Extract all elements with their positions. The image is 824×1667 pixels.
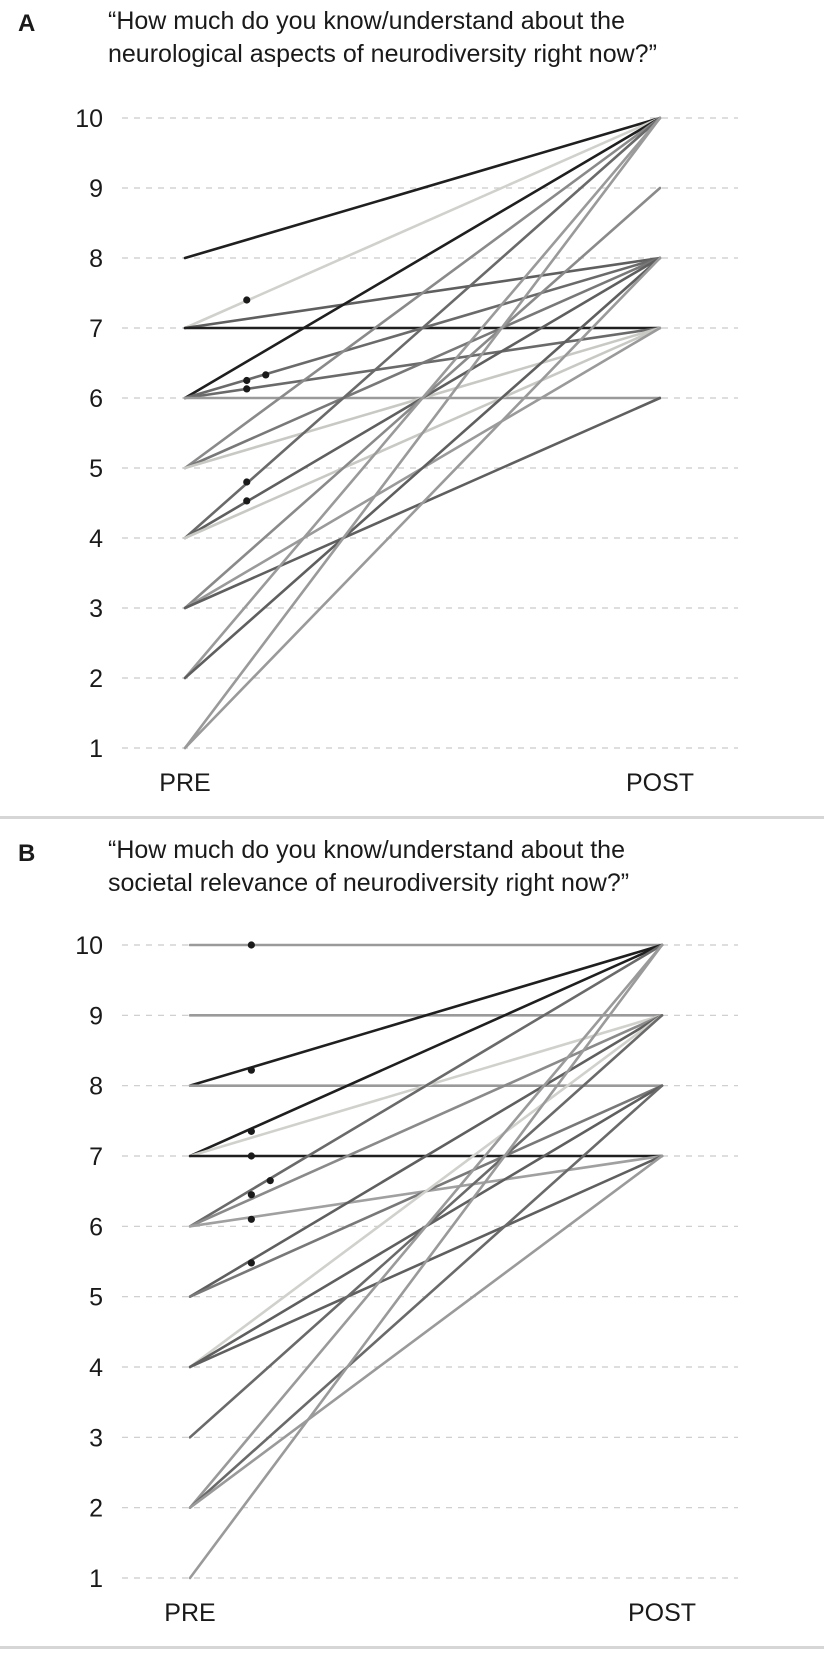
y-tick-label: 4 [89, 1354, 103, 1382]
y-tick-label: 4 [89, 525, 103, 553]
y-tick-label: 6 [89, 385, 103, 413]
series-line [183, 256, 662, 680]
x-category-post: POST [626, 769, 694, 797]
series-line [188, 1014, 664, 1228]
panel-a-title-line-1: “How much do you know/understand about t… [108, 7, 625, 35]
data-point [247, 1127, 255, 1135]
data-point [243, 385, 251, 393]
y-tick-label: 3 [89, 1424, 103, 1452]
y-tick-label: 7 [89, 1143, 103, 1171]
series-line [183, 116, 662, 470]
panel-a-title: “How much do you know/understand about t… [108, 5, 657, 71]
panel-b: B “How much do you know/understand about… [0, 828, 824, 1654]
data-point [266, 1177, 274, 1185]
y-tick-label: 1 [89, 735, 103, 763]
data-point [262, 371, 270, 379]
y-tick-label: 2 [89, 665, 103, 693]
y-tick-label: 5 [89, 1284, 103, 1312]
data-point [247, 1152, 255, 1160]
data-point [247, 1191, 255, 1199]
data-point [243, 376, 251, 385]
y-tick-label: 5 [89, 455, 103, 483]
series-line [188, 943, 664, 1580]
series-line [183, 116, 662, 400]
series-line [188, 943, 664, 1158]
chart-a: 1 2 3 4 5 6 7 8 9 10 PRE POST [75, 105, 738, 797]
data-point [247, 1215, 255, 1223]
panel-b-title-line-2: societal relevance of neurodiversity rig… [108, 869, 630, 897]
series-line [188, 943, 664, 1509]
y-tick-label: 3 [89, 595, 103, 623]
series-line [183, 116, 662, 330]
x-category-pre: PRE [164, 1599, 215, 1627]
series-line [188, 1154, 664, 1509]
divider-b [0, 1646, 824, 1649]
panel-b-title-line-1: “How much do you know/understand about t… [108, 836, 625, 864]
x-category-pre: PRE [159, 769, 210, 797]
y-tick-label: 7 [89, 315, 103, 343]
panel-b-title: “How much do you know/understand about t… [108, 834, 629, 900]
x-category-post: POST [628, 1599, 696, 1627]
series-line [188, 943, 664, 1087]
y-tick-label: 9 [89, 1002, 103, 1030]
series-line [183, 256, 662, 750]
y-tick-label: 10 [75, 105, 103, 133]
series-line [183, 116, 662, 540]
data-point [247, 1259, 255, 1267]
series-line [183, 116, 662, 260]
data-point [247, 1066, 255, 1074]
series-line [183, 116, 662, 750]
series-line [188, 1014, 664, 1369]
series-line [183, 256, 662, 470]
data-point [243, 497, 251, 505]
y-tick-label: 1 [89, 1565, 103, 1593]
divider-a [0, 816, 824, 819]
y-tick-label: 8 [89, 245, 103, 273]
y-tick-label: 9 [89, 175, 103, 203]
y-tick-label: 8 [89, 1073, 103, 1101]
data-point [247, 941, 255, 949]
y-tick-label: 6 [89, 1213, 103, 1241]
data-point [243, 296, 251, 304]
chart-b: 1 2 3 4 5 6 7 8 9 10 PRE POST [75, 932, 738, 1627]
panel-letter-b: B [18, 840, 36, 867]
panel-a: A “How much do you know/understand about… [0, 0, 824, 822]
y-tick-label: 10 [75, 932, 103, 960]
panel-a-title-line-2: neurological aspects of neurodiversity r… [108, 40, 657, 68]
series-line [188, 1084, 664, 1509]
series-line [183, 116, 662, 680]
data-point [243, 478, 251, 486]
series-line [188, 1014, 664, 1298]
y-tick-label: 2 [89, 1495, 103, 1523]
panel-letter-a: A [18, 10, 36, 37]
